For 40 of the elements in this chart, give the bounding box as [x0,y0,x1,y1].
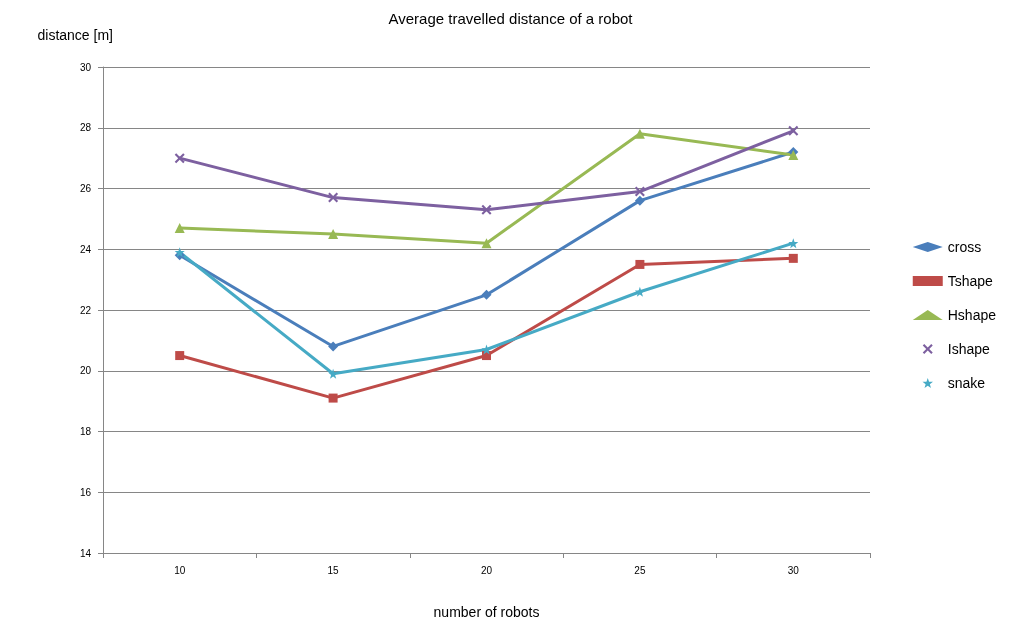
x-tick-label: 15 [327,564,340,576]
point [788,238,799,249]
point [634,186,645,197]
y-tick-label: 30 [79,61,92,73]
legend-label: Ishape [947,341,990,357]
x-tick-label: 25 [634,564,646,576]
point [175,351,185,361]
point [328,393,338,403]
y-tick-label: 20 [79,365,92,377]
chart-title: Average travelled distance of a robot [388,10,634,27]
point [481,344,492,355]
x-tick-label: 30 [787,564,800,576]
point [481,238,492,249]
legend-label: cross [947,239,982,255]
y-tick-label: 24 [79,243,92,255]
y-tick-label: 16 [79,486,92,498]
point [481,289,492,300]
point [634,128,645,139]
point [481,204,492,215]
y-axis-title: distance [m] [37,27,113,43]
y-tick-label: 18 [79,426,92,437]
point [328,229,339,240]
x-axis-title: number of robots [433,604,540,620]
point [174,153,185,164]
y-tick-label: 22 [79,304,92,316]
point [635,259,645,269]
x-tick-label: 20 [480,564,493,576]
point [788,125,799,136]
point [788,253,798,263]
legend-label: snake [947,375,986,391]
legend-label: Tshape [947,273,994,289]
legend-label: Hshape [947,307,997,323]
y-tick-label: 26 [79,183,92,194]
point [328,192,339,203]
y-tick-label: 28 [79,122,92,134]
point [174,222,185,233]
x-tick-label: 10 [174,564,186,576]
point [634,195,645,206]
y-tick-label: 14 [79,547,92,559]
point [328,341,339,352]
